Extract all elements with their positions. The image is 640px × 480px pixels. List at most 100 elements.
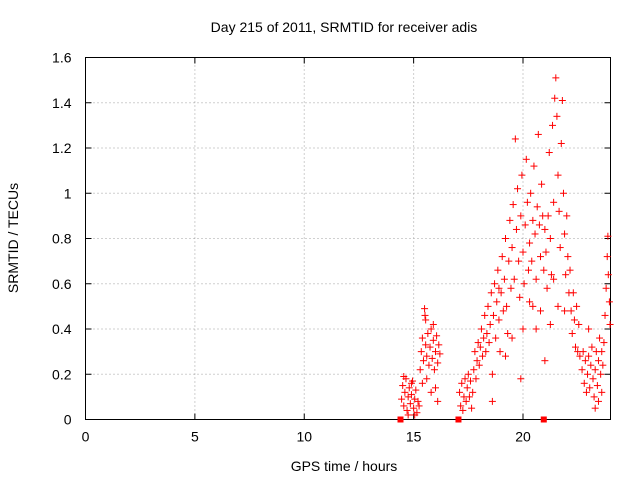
data-point: [554, 302, 562, 310]
data-point: [493, 298, 501, 306]
data-point: [470, 366, 478, 374]
data-point: [458, 379, 466, 387]
x-tick-labels: 0 5 10 15 20: [82, 429, 531, 445]
data-point: [532, 275, 540, 283]
data-point: [479, 352, 487, 360]
data-point: [433, 332, 441, 340]
data-point: [591, 366, 599, 374]
data-point: [434, 397, 442, 405]
data-point: [484, 302, 492, 310]
data-point: [503, 302, 511, 310]
x-tick-label: 15: [406, 429, 422, 445]
data-point: [407, 391, 415, 399]
data-point: [427, 325, 435, 333]
data-point: [605, 298, 613, 306]
data-point: [559, 189, 567, 197]
data-point: [423, 375, 431, 383]
data-point: [521, 221, 529, 229]
data-point: [512, 225, 520, 233]
data-point: [531, 230, 539, 238]
data-point: [488, 370, 496, 378]
data-point: [492, 334, 500, 342]
data-point: [504, 330, 512, 338]
data-point: [401, 388, 409, 396]
data-point: [557, 139, 565, 147]
y-tick-label: 1: [64, 185, 72, 201]
data-point: [543, 284, 551, 292]
data-point: [517, 212, 525, 220]
data-point: [602, 284, 610, 292]
data-point: [432, 384, 439, 392]
data-point: [485, 339, 493, 347]
data-point: [582, 388, 590, 396]
data-point: [489, 311, 497, 319]
data-point: [511, 135, 519, 143]
data-point: [500, 275, 508, 283]
data-point: [422, 341, 430, 349]
y-tick-label: 0.6: [52, 276, 72, 292]
data-point: [533, 203, 541, 211]
data-point: [418, 334, 426, 342]
y-axis-label: SRMTID / TECUs: [5, 183, 21, 293]
data-point: [467, 377, 474, 385]
data-point: [407, 379, 415, 387]
data-point: [472, 375, 480, 383]
data-point: [594, 397, 602, 405]
data-point: [475, 361, 483, 369]
x-tick-label: 10: [296, 429, 312, 445]
data-point: [556, 244, 564, 252]
data-point: [508, 244, 516, 252]
data-point: [464, 370, 472, 378]
data-point: [406, 400, 414, 408]
axis-ticks: [85, 57, 611, 420]
data-point: [507, 284, 515, 292]
zero-point: [397, 416, 404, 423]
data-point: [551, 94, 559, 102]
data-point: [596, 334, 604, 342]
data-point: [417, 348, 425, 356]
data-point: [457, 402, 465, 410]
data-point: [601, 311, 609, 319]
data-point: [411, 411, 419, 419]
data-point: [564, 253, 572, 261]
data-point: [426, 343, 434, 351]
data-point: [535, 221, 543, 229]
data-point: [506, 216, 514, 224]
data-point: [542, 248, 550, 256]
data-point: [429, 320, 437, 328]
x-tick-label: 0: [82, 429, 90, 445]
data-point: [483, 330, 491, 338]
data-point: [414, 397, 422, 405]
y-tick-label: 1.6: [52, 50, 72, 66]
data-point: [405, 384, 413, 392]
data-point: [508, 334, 516, 342]
data-point: [585, 325, 593, 333]
y-tick-label: 1.2: [52, 140, 72, 156]
data-point: [404, 411, 412, 419]
data-point: [499, 307, 507, 315]
data-point: [566, 266, 574, 274]
data-point: [534, 130, 542, 138]
data-point: [498, 253, 506, 261]
data-point: [588, 343, 596, 351]
data-point: [468, 404, 476, 412]
data-point: [494, 266, 502, 274]
data-point: [546, 320, 554, 328]
data-point: [575, 320, 583, 328]
data-point: [482, 348, 490, 356]
y-tick-label: 0: [64, 412, 72, 428]
data-point: [549, 121, 557, 129]
data-point: [488, 397, 496, 405]
data-point: [520, 280, 528, 288]
data-point: [573, 302, 581, 310]
data-point: [435, 341, 443, 349]
data-point: [585, 352, 593, 360]
grid: [85, 57, 611, 420]
data-point: [471, 348, 479, 356]
zero-point: [455, 416, 462, 423]
data-point: [427, 388, 435, 396]
data-point: [584, 370, 592, 378]
data-point: [476, 343, 484, 351]
x-tick-label: 5: [191, 429, 199, 445]
data-point: [561, 307, 569, 315]
